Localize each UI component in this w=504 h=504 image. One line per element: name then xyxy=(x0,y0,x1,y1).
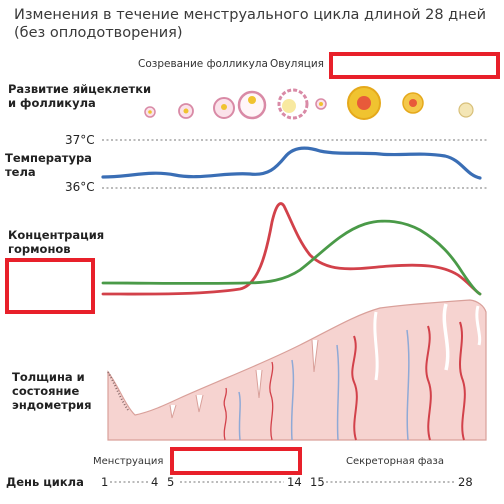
redaction-box-bottom xyxy=(170,447,302,475)
vessel-blue-4 xyxy=(406,329,410,441)
day-tick-28: 28 xyxy=(458,475,473,489)
vessel-red-4 xyxy=(425,325,432,441)
gland-4 xyxy=(311,339,319,373)
redaction-box-left xyxy=(5,258,95,314)
gland-7 xyxy=(475,305,482,346)
cycle-day-label: День цикла xyxy=(6,475,84,489)
follicle-stages xyxy=(144,86,474,120)
shedding-edge xyxy=(107,371,129,411)
vessel-red-3 xyxy=(351,335,358,441)
gland-3 xyxy=(255,369,263,399)
menstruation-label: Менструация xyxy=(93,456,164,467)
endometrium-row-label-line-3: эндометрия xyxy=(12,398,92,412)
gland-1 xyxy=(169,404,177,419)
day-tick-1: 1 xyxy=(101,475,109,489)
vessel-blue-2 xyxy=(290,359,295,441)
vessel-blue-3 xyxy=(336,344,340,441)
diagram-title: Изменения в течение менструального цикла… xyxy=(14,6,486,42)
corpus-luteum-2 xyxy=(402,92,424,114)
redaction-box-top xyxy=(329,52,500,79)
day-tick-14: 14 xyxy=(287,475,302,489)
gland-5 xyxy=(373,311,379,381)
endometrium-illustration xyxy=(107,299,487,441)
hormones-row-label-line-2: гормонов xyxy=(8,242,71,256)
vessel-red-2 xyxy=(269,361,274,441)
hormones-row-label-line-1: Концентрация xyxy=(8,228,105,242)
corpus-albicans xyxy=(458,102,474,118)
title-line-2: (без оплодотворения) xyxy=(14,25,183,41)
vessel-blue-1 xyxy=(238,391,241,441)
endometrium-row-label-line-1: Толщина и xyxy=(12,370,85,384)
follicle-stage-1 xyxy=(144,106,156,118)
day-tick-5: 5 xyxy=(167,475,175,489)
hormone-curve-red xyxy=(101,202,482,296)
follicle-maturation-label: Созревание фолликула xyxy=(138,58,268,70)
vessel-red-1 xyxy=(223,387,228,441)
temperature-line xyxy=(101,146,482,180)
follicle-stage-3 xyxy=(213,97,235,119)
follicle-row-label-line-2: и фолликула xyxy=(8,96,96,110)
day-tick-4: 4 xyxy=(151,475,159,489)
temperature-row-label-line-1: Температура xyxy=(5,151,92,165)
follicle-row-label: Развитие яйцеклетки и фолликула xyxy=(8,82,151,110)
follicle-stage-5 xyxy=(277,88,309,120)
hormone-curve-green xyxy=(101,219,482,296)
ovulation-label: Овуляция xyxy=(270,58,324,70)
temperature-36-label: 36°C xyxy=(65,180,95,194)
gland-2 xyxy=(195,394,204,413)
follicle-row-label-line-1: Развитие яйцеклетки xyxy=(8,82,152,96)
vessel-red-5 xyxy=(459,321,466,441)
follicle-stage-2 xyxy=(178,103,194,119)
secretory-phase-label: Секреторная фаза xyxy=(346,456,444,467)
temperature-row-label-line-2: тела xyxy=(5,165,36,179)
hormones-row-label: Концентрация гормонов xyxy=(8,228,104,256)
title-line-1: Изменения в течение менструального цикла… xyxy=(14,7,487,23)
day-tick-15: 15 xyxy=(310,475,325,489)
endometrium-layer xyxy=(107,299,487,441)
temperature-row-label: Температура тела xyxy=(5,151,92,179)
follicle-stage-4 xyxy=(237,90,267,120)
corpus-luteum-1 xyxy=(347,86,381,120)
temperature-37-label: 37°C xyxy=(65,133,95,147)
ovulated-egg xyxy=(315,98,327,110)
endometrium-row-label: Толщина и состояние эндометрия xyxy=(12,370,92,412)
endometrium-row-label-line-2: состояние xyxy=(12,384,80,398)
gland-6 xyxy=(442,303,450,371)
